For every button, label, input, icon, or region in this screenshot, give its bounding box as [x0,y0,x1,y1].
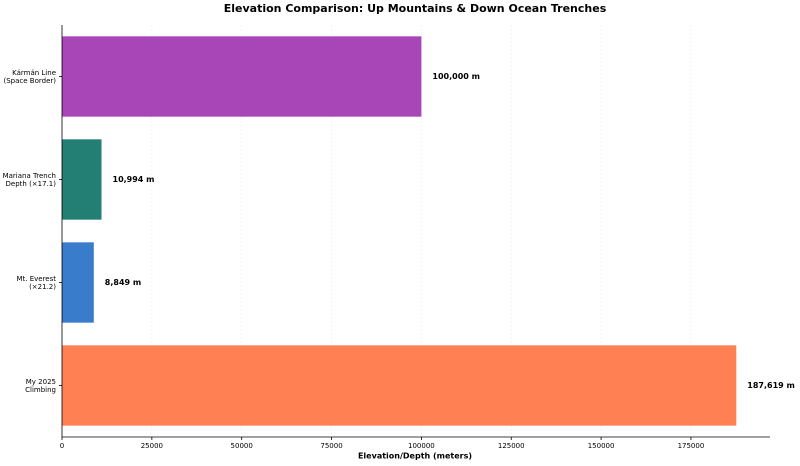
x-tick-label: 150000 [588,442,615,450]
y-tick-label: Kármán Line (Space Border) [3,68,57,85]
value-label: 187,619 m [747,381,795,390]
value-label: 10,994 m [113,175,155,184]
x-tick-label: 25000 [141,442,163,450]
x-tick-label: 50000 [231,442,253,450]
bar [62,242,94,323]
x-axis-label: Elevation/Depth (meters) [358,452,472,461]
y-tick-label: Mariana Trench Depth (×17.1) [2,171,56,188]
x-tick-label: 125000 [498,442,525,450]
y-tick-label: My 2025 Climbing [25,377,56,394]
y-tick-label: Mt. Everest (×21.2) [16,274,56,291]
x-tick-label: 100000 [408,442,435,450]
x-tick-label: 0 [60,442,64,450]
value-label: 8,849 m [105,278,141,287]
value-label: 100,000 m [432,72,480,81]
chart-title: Elevation Comparison: Up Mountains & Dow… [224,2,607,15]
x-tick-label: 175000 [678,442,705,450]
x-tick-label: 75000 [320,442,342,450]
bar [62,345,737,426]
bar [62,139,102,220]
bar [62,36,422,117]
